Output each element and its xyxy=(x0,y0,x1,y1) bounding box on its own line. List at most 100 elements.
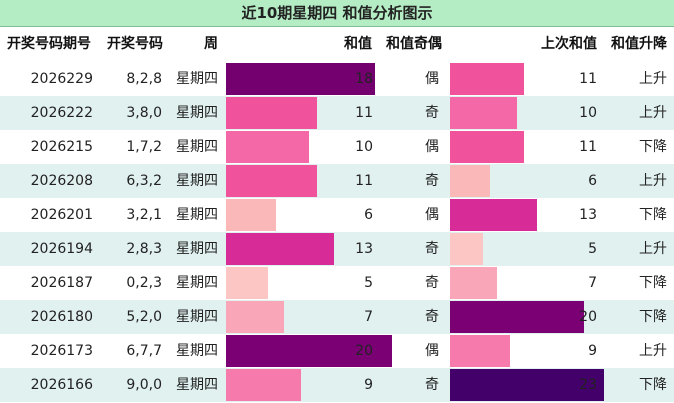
sum-bar xyxy=(226,97,317,129)
cell-prev-sum: 5 xyxy=(588,241,597,257)
sum-bar xyxy=(226,335,392,367)
cell-numbers: 3,2,1 xyxy=(126,207,162,223)
cell-weekday: 星期四 xyxy=(176,207,218,223)
cell-sum: 11 xyxy=(355,105,373,121)
cell-prev-sum: 11 xyxy=(579,71,597,87)
cell-prev-sum: 10 xyxy=(579,105,597,121)
cell-sum: 10 xyxy=(355,139,373,155)
header-trend: 和值升降 xyxy=(611,36,667,52)
sum-bar xyxy=(226,63,375,95)
cell-sum: 11 xyxy=(355,173,373,189)
cell-sum: 18 xyxy=(355,71,373,87)
cell-sum: 7 xyxy=(364,309,373,325)
prev-sum-bar xyxy=(450,267,497,299)
cell-parity: 奇 xyxy=(425,241,439,257)
sum-bar xyxy=(226,199,276,231)
cell-prev-sum: 6 xyxy=(588,173,597,189)
cell-numbers: 1,7,2 xyxy=(126,139,162,155)
cell-weekday: 星期四 xyxy=(176,71,218,87)
cell-numbers: 5,2,0 xyxy=(126,309,162,325)
header-weekday: 周 xyxy=(204,36,218,52)
cell-issue: 2026229 xyxy=(30,71,93,87)
cell-issue: 2026180 xyxy=(30,309,93,325)
cell-sum: 5 xyxy=(364,275,373,291)
cell-weekday: 星期四 xyxy=(176,139,218,155)
header-sum: 和值 xyxy=(344,36,372,52)
prev-sum-bar xyxy=(450,335,510,367)
cell-weekday: 星期四 xyxy=(176,173,218,189)
cell-issue: 2026187 xyxy=(30,275,93,291)
table-row: 2026229 8,2,8 星期四 18 偶 11 上升 xyxy=(0,62,674,96)
cell-trend: 上升 xyxy=(639,71,667,87)
sum-bar xyxy=(226,369,301,401)
cell-sum: 9 xyxy=(364,377,373,393)
header-numbers: 开奖号码 xyxy=(107,36,163,52)
cell-prev-sum: 9 xyxy=(588,343,597,359)
sum-bar xyxy=(226,131,309,163)
cell-trend: 上升 xyxy=(639,105,667,121)
cell-parity: 奇 xyxy=(425,173,439,189)
header-prev-sum: 上次和值 xyxy=(541,36,597,52)
table-row: 2026166 9,0,0 星期四 9 奇 23 下降 xyxy=(0,368,674,402)
cell-trend: 下降 xyxy=(639,275,667,291)
table-row: 2026201 3,2,1 星期四 6 偶 13 下降 xyxy=(0,198,674,232)
cell-issue: 2026215 xyxy=(30,139,93,155)
prev-sum-bar xyxy=(450,301,584,333)
cell-numbers: 9,0,0 xyxy=(126,377,162,393)
header-issue: 开奖号码期号 xyxy=(7,36,91,52)
table-row: 2026215 1,7,2 星期四 10 偶 11 下降 xyxy=(0,130,674,164)
cell-numbers: 2,8,3 xyxy=(126,241,162,257)
cell-numbers: 3,8,0 xyxy=(126,105,162,121)
table-row: 2026187 0,2,3 星期四 5 奇 7 下降 xyxy=(0,266,674,300)
sum-bar xyxy=(226,301,284,333)
cell-prev-sum: 23 xyxy=(579,377,597,393)
cell-weekday: 星期四 xyxy=(176,275,218,291)
cell-issue: 2026201 xyxy=(30,207,93,223)
cell-trend: 上升 xyxy=(639,173,667,189)
cell-prev-sum: 7 xyxy=(588,275,597,291)
cell-prev-sum: 11 xyxy=(579,139,597,155)
cell-weekday: 星期四 xyxy=(176,241,218,257)
prev-sum-bar xyxy=(450,199,537,231)
sum-bar xyxy=(226,233,334,265)
cell-numbers: 6,7,7 xyxy=(126,343,162,359)
table-row: 2026180 5,2,0 星期四 7 奇 20 下降 xyxy=(0,300,674,334)
cell-issue: 2026166 xyxy=(30,377,93,393)
cell-issue: 2026222 xyxy=(30,105,93,121)
cell-numbers: 0,2,3 xyxy=(126,275,162,291)
prev-sum-bar xyxy=(450,63,524,95)
prev-sum-bar xyxy=(450,165,490,197)
cell-trend: 下降 xyxy=(639,139,667,155)
cell-trend: 上升 xyxy=(639,343,667,359)
cell-trend: 下降 xyxy=(639,309,667,325)
cell-sum: 6 xyxy=(364,207,373,223)
cell-trend: 下降 xyxy=(639,207,667,223)
cell-weekday: 星期四 xyxy=(176,343,218,359)
cell-issue: 2026194 xyxy=(30,241,93,257)
cell-weekday: 星期四 xyxy=(176,309,218,325)
cell-weekday: 星期四 xyxy=(176,105,218,121)
cell-numbers: 6,3,2 xyxy=(126,173,162,189)
cell-prev-sum: 13 xyxy=(579,207,597,223)
prev-sum-bar xyxy=(450,233,483,265)
cell-sum: 20 xyxy=(355,343,373,359)
cell-issue: 2026173 xyxy=(30,343,93,359)
table-row: 2026173 6,7,7 星期四 20 偶 9 上升 xyxy=(0,334,674,368)
cell-parity: 奇 xyxy=(425,309,439,325)
prev-sum-bar xyxy=(450,131,524,163)
cell-numbers: 8,2,8 xyxy=(126,71,162,87)
cell-trend: 上升 xyxy=(639,241,667,257)
table-row: 2026194 2,8,3 星期四 13 奇 5 上升 xyxy=(0,232,674,266)
table-row: 2026208 6,3,2 星期四 11 奇 6 上升 xyxy=(0,164,674,198)
cell-parity: 偶 xyxy=(425,139,439,155)
cell-weekday: 星期四 xyxy=(176,377,218,393)
cell-sum: 13 xyxy=(355,241,373,257)
page-title: 近10期星期四 和值分析图示 xyxy=(0,0,674,27)
cell-prev-sum: 20 xyxy=(579,309,597,325)
header-parity: 和值奇偶 xyxy=(386,36,442,52)
cell-parity: 奇 xyxy=(425,275,439,291)
cell-issue: 2026208 xyxy=(30,173,93,189)
table-row: 2026222 3,8,0 星期四 11 奇 10 上升 xyxy=(0,96,674,130)
sum-bar xyxy=(226,165,317,197)
sum-bar xyxy=(226,267,268,299)
